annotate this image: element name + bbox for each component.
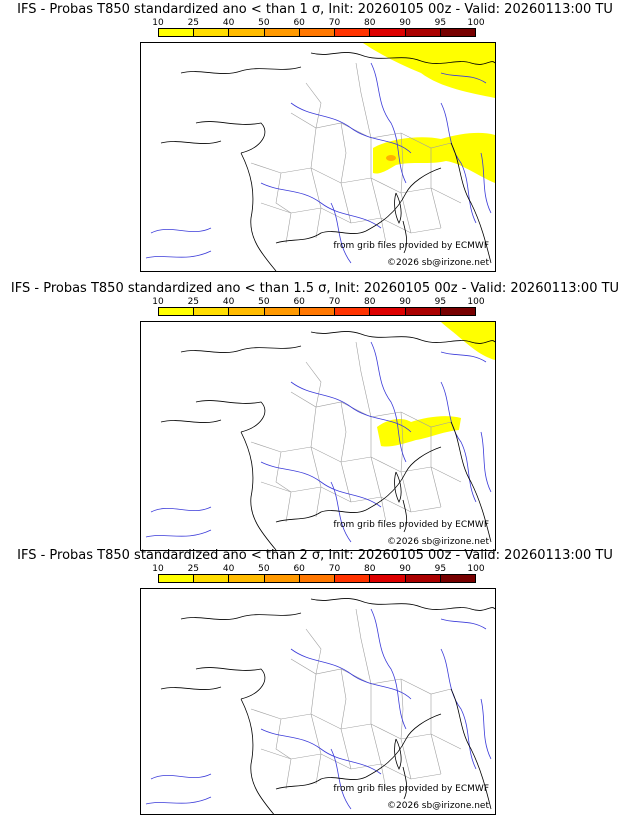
map-svg [145, 43, 495, 271]
colorbar-segment [440, 308, 475, 315]
colorbar-tick: 10 [152, 18, 164, 28]
colorbar-tick: 50 [258, 297, 270, 307]
colorbar-segment [370, 575, 406, 582]
colorbar-segment [405, 575, 441, 582]
colorbar-segment [194, 308, 230, 315]
map-svg [145, 322, 495, 550]
colorbar-segment [229, 575, 265, 582]
colorbar-segment [335, 575, 371, 582]
colorbar-tick: 40 [222, 297, 235, 307]
colorbar-ticks: 10 25 40 50 60 70 80 90 95 100 [152, 297, 484, 307]
colorbar-tick: 90 [399, 18, 411, 28]
panel-title: IFS - Probas T850 standardized ano < tha… [17, 548, 613, 563]
map-panel-2: IFS - Probas T850 standardized ano < tha… [0, 281, 630, 553]
colorbar-segment [370, 29, 406, 36]
colorbar-ticks: 10 25 40 50 60 70 80 90 95 100 [152, 564, 484, 574]
colorbar [158, 28, 476, 37]
colorbar-tick: 80 [364, 564, 376, 574]
colorbar-tick: 100 [467, 564, 485, 574]
colorbar-tick: 100 [467, 297, 485, 307]
colorbar-tick: 10 [152, 297, 164, 307]
probability-area-northeast [363, 43, 495, 98]
colorbar-tick: 50 [258, 564, 270, 574]
colorbar-segment [335, 308, 371, 315]
colorbar-ticks: 10 25 40 50 60 70 80 90 95 100 [152, 18, 484, 28]
colorbar-segment [299, 575, 336, 582]
colorbar-tick: 100 [467, 18, 485, 28]
colorbar-segment [159, 308, 195, 315]
colorbar-tick: 60 [293, 564, 305, 574]
colorbar-segment [335, 29, 371, 36]
france-map: from grib files provided by ECMWF ©2026 … [140, 42, 496, 272]
colorbar-tick: 70 [328, 297, 341, 307]
colorbar-tick: 80 [364, 18, 376, 28]
colorbar-tick: 60 [293, 18, 305, 28]
panel-title: IFS - Probas T850 standardized ano < tha… [10, 281, 620, 296]
copyright-credit: ©2026 sb@irizone.net [387, 537, 489, 547]
colorbar-segment [299, 308, 336, 315]
map-svg [145, 598, 495, 814]
colorbar-tick: 70 [328, 564, 341, 574]
colorbar-segment [264, 29, 300, 36]
colorbar-segment [229, 29, 265, 36]
colorbar-segment [405, 29, 441, 36]
colorbar-tick: 80 [364, 297, 376, 307]
colorbar-tick: 40 [222, 564, 235, 574]
colorbar-tick: 95 [434, 564, 447, 574]
copyright-credit: ©2026 sb@irizone.net [387, 258, 489, 268]
data-source-credit: from grib files provided by ECMWF [333, 241, 489, 251]
map-panel-3: IFS - Probas T850 standardized ano < tha… [0, 548, 630, 820]
colorbar-tick: 60 [293, 297, 305, 307]
colorbar-tick: 40 [222, 18, 235, 28]
colorbar-segment [159, 575, 195, 582]
panel-title: IFS - Probas T850 standardized ano < tha… [17, 2, 613, 17]
colorbar-segment [370, 308, 406, 315]
colorbar [158, 574, 476, 583]
colorbar-tick: 95 [434, 18, 447, 28]
colorbar [158, 307, 476, 316]
colorbar-tick: 90 [399, 564, 411, 574]
colorbar-tick: 50 [258, 18, 270, 28]
map-panel-1: IFS - Probas T850 standardized ano < tha… [0, 2, 630, 274]
data-source-credit: from grib files provided by ECMWF [333, 784, 489, 794]
probability-area-alps-orange [386, 155, 396, 161]
colorbar-segment [440, 29, 475, 36]
colorbar-segment [194, 29, 230, 36]
colorbar-tick: 10 [152, 564, 164, 574]
colorbar-tick: 90 [399, 297, 411, 307]
colorbar-segment [229, 308, 265, 315]
colorbar-segment [299, 29, 336, 36]
colorbar-segment [405, 308, 441, 315]
colorbar-tick: 95 [434, 297, 447, 307]
colorbar-tick: 25 [187, 297, 200, 307]
data-source-credit: from grib files provided by ECMWF [333, 520, 489, 530]
colorbar-segment [194, 575, 230, 582]
colorbar-segment [159, 29, 195, 36]
colorbar-segment [440, 575, 475, 582]
colorbar-segment [264, 575, 300, 582]
colorbar-tick: 70 [328, 18, 341, 28]
france-map: from grib files provided by ECMWF ©2026 … [140, 588, 496, 815]
colorbar-tick: 25 [187, 564, 200, 574]
colorbar-segment [264, 308, 300, 315]
colorbar-tick: 25 [187, 18, 200, 28]
probability-area-alps [373, 132, 495, 183]
copyright-credit: ©2026 sb@irizone.net [387, 801, 489, 811]
france-map: from grib files provided by ECMWF ©2026 … [140, 321, 496, 551]
